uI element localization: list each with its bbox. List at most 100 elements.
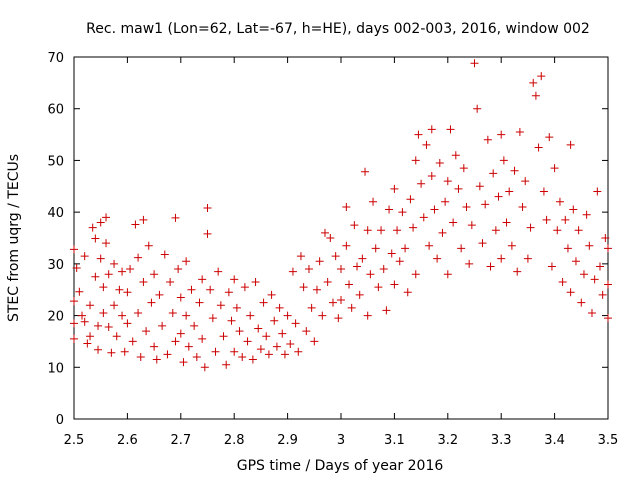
data-point [102, 239, 111, 248]
x-tick-label: 2.7 [170, 433, 191, 448]
data-point [160, 250, 169, 259]
data-point [411, 156, 420, 165]
data-point [144, 241, 153, 250]
data-point [246, 311, 255, 320]
data-point [310, 337, 319, 346]
data-point [131, 220, 140, 229]
y-tick-label: 10 [47, 361, 64, 376]
data-point [270, 316, 279, 325]
data-point [595, 262, 604, 271]
y-tick-label: 50 [47, 154, 64, 169]
data-point [168, 308, 177, 317]
data-point [377, 226, 386, 235]
data-point [550, 164, 559, 173]
data-point [203, 204, 212, 213]
data-point [222, 360, 231, 369]
data-point [264, 350, 273, 359]
data-point [192, 352, 201, 361]
data-point [214, 267, 223, 276]
data-point [86, 301, 95, 310]
data-point [254, 324, 263, 333]
data-point [142, 327, 151, 336]
data-point [123, 288, 132, 297]
data-point [571, 257, 580, 266]
data-point [126, 265, 135, 274]
data-point [425, 241, 434, 250]
data-point [94, 345, 103, 354]
data-point [176, 329, 185, 338]
data-point [337, 296, 345, 305]
data-point [593, 187, 602, 196]
data-point [395, 257, 404, 266]
data-point [118, 311, 127, 320]
data-point [387, 249, 396, 258]
data-point [534, 143, 543, 152]
x-axis-title: GPS time / Days of year 2016 [237, 458, 444, 474]
data-point [489, 169, 498, 178]
data-point [107, 348, 116, 357]
data-point [176, 293, 185, 302]
data-point [579, 270, 588, 279]
data-point [467, 221, 476, 230]
data-point [248, 355, 257, 364]
data-point [208, 314, 217, 323]
data-point [590, 275, 599, 284]
data-point [497, 130, 506, 139]
data-point [112, 332, 121, 341]
data-point [286, 340, 295, 349]
data-point [441, 197, 450, 206]
data-point [363, 311, 372, 320]
data-point [83, 339, 92, 348]
data-point [366, 270, 375, 279]
data-point [585, 241, 594, 250]
data-point [481, 200, 490, 209]
data-point [139, 215, 148, 224]
data-point [134, 253, 143, 262]
data-point [604, 244, 612, 253]
data-point [312, 285, 321, 294]
data-point [451, 151, 460, 160]
data-point [70, 245, 78, 254]
data-point [510, 166, 519, 175]
data-point [230, 347, 239, 356]
y-tick-label: 70 [47, 51, 64, 66]
data-point [150, 342, 159, 351]
data-point [478, 239, 487, 248]
data-point [555, 197, 564, 206]
data-point [216, 301, 225, 310]
data-point [494, 192, 503, 201]
data-point [163, 350, 172, 359]
data-point [542, 215, 551, 224]
data-point [275, 303, 284, 312]
data-point [598, 290, 607, 299]
data-point [166, 277, 175, 286]
data-point [182, 257, 191, 266]
data-point [454, 184, 463, 193]
data-point [171, 337, 180, 346]
data-point [569, 205, 578, 214]
data-point [99, 283, 108, 292]
data-point [398, 208, 407, 217]
data-point [80, 317, 89, 326]
data-point [563, 244, 572, 253]
data-point [369, 197, 378, 206]
data-point [347, 303, 356, 312]
data-point [235, 327, 244, 336]
data-point [224, 288, 233, 297]
data-point [150, 270, 159, 279]
data-point [406, 195, 415, 204]
data-point [86, 332, 95, 341]
data-point [601, 234, 610, 242]
data-point [518, 202, 527, 211]
data-point [227, 316, 236, 325]
data-point [294, 347, 303, 356]
data-point [70, 297, 78, 306]
data-point [566, 140, 575, 149]
data-point [491, 226, 500, 235]
data-point [459, 164, 468, 173]
data-point [355, 290, 364, 299]
x-tick-label: 2.8 [224, 433, 245, 448]
data-point [171, 213, 180, 222]
data-point [353, 262, 362, 271]
